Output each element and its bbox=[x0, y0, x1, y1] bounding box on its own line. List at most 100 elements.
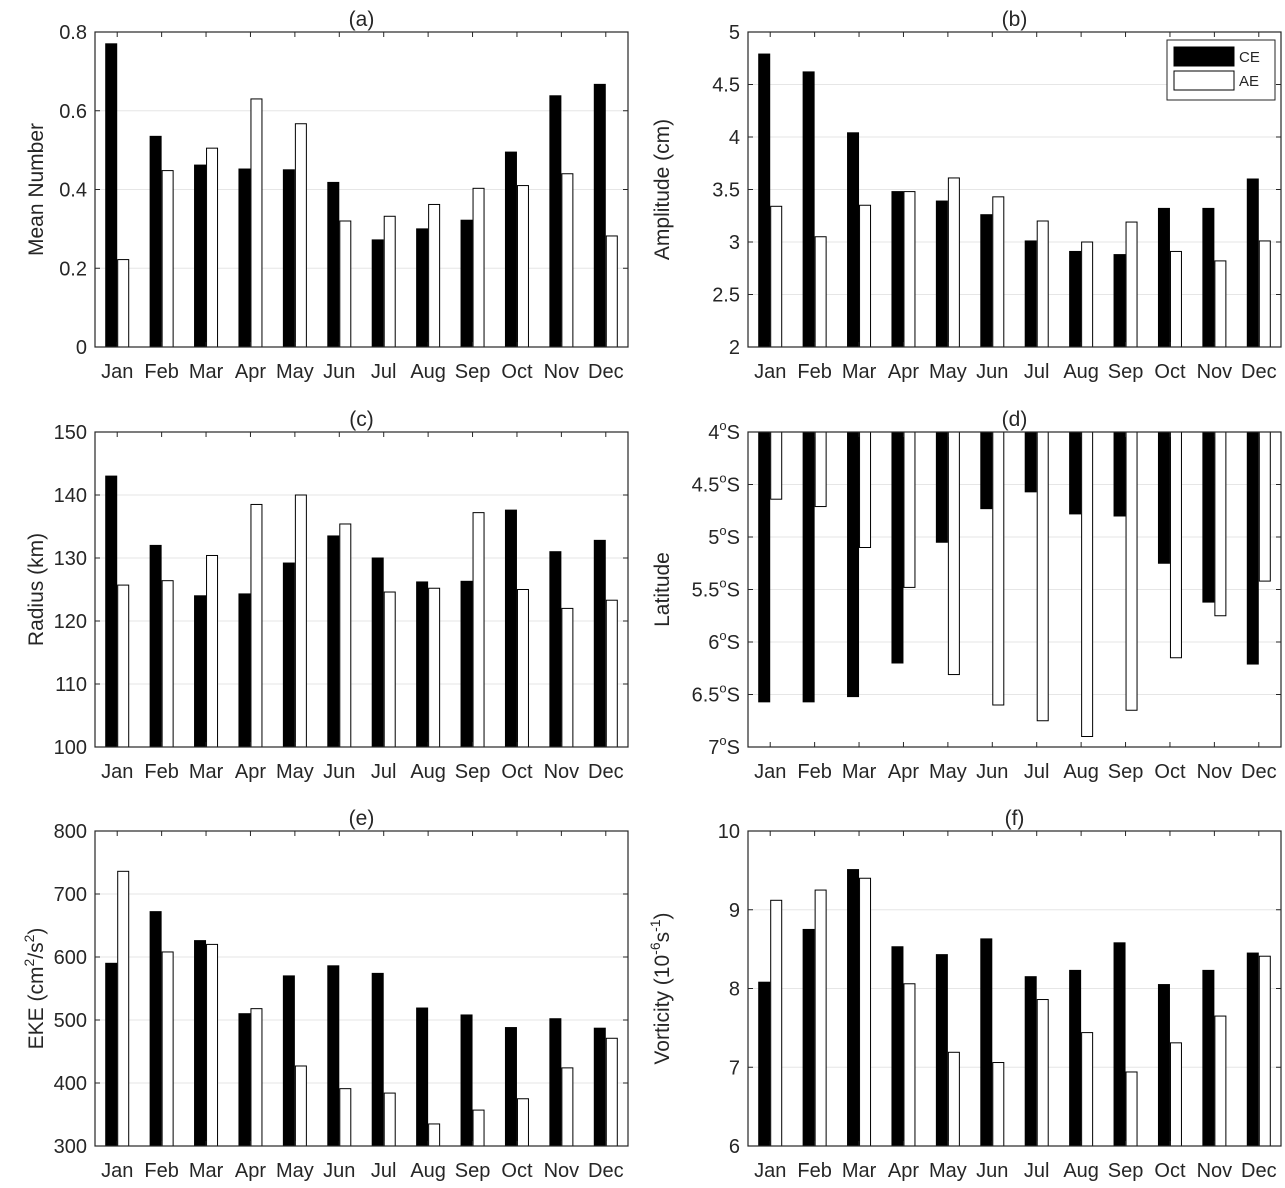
bar-ce-apr bbox=[891, 946, 904, 1147]
bar-ae-oct bbox=[1169, 431, 1182, 659]
bar-ce-jul bbox=[1024, 240, 1037, 348]
bar-ae-oct bbox=[1169, 250, 1182, 348]
bar-ce-nov bbox=[1202, 431, 1215, 603]
y-axis-label: Latitude bbox=[651, 552, 674, 627]
x-tick-label: Apr bbox=[235, 761, 266, 783]
x-tick-label: Sep bbox=[1108, 761, 1144, 783]
bar-ae-dec bbox=[605, 599, 618, 748]
panel-title: (f) bbox=[1005, 807, 1025, 830]
bar-ae-nov bbox=[561, 1067, 574, 1147]
bar-ae-jan bbox=[770, 431, 783, 500]
x-tick-label: Oct bbox=[1154, 361, 1186, 383]
y-axis-label: Vorticity (10-6s-1) bbox=[647, 912, 674, 1064]
x-tick-label: Mar bbox=[842, 1160, 877, 1182]
bar-ae-jun bbox=[992, 431, 1005, 706]
x-tick-label: Feb bbox=[144, 1160, 178, 1182]
bar-ce-apr bbox=[238, 168, 251, 348]
x-tick-label: Sep bbox=[1108, 1160, 1144, 1182]
panel-title: (b) bbox=[1002, 8, 1028, 31]
bar-ae-sep bbox=[1125, 1071, 1138, 1147]
bar-ae-aug bbox=[428, 203, 441, 348]
bar-ae-feb bbox=[161, 951, 174, 1147]
bar-ae-jul bbox=[383, 591, 396, 748]
x-tick-label: Jun bbox=[323, 361, 355, 383]
bar-ce-jan bbox=[758, 53, 771, 348]
y-tick-label: 4.5oS bbox=[692, 471, 740, 497]
bar-ae-jan bbox=[117, 870, 130, 1147]
y-tick-label: 0.8 bbox=[59, 22, 87, 44]
bar-ce-may bbox=[282, 562, 295, 748]
bar-ce-oct bbox=[504, 1027, 517, 1147]
bar-ae-dec bbox=[605, 1037, 618, 1147]
x-tick-label: Jan bbox=[754, 761, 786, 783]
bar-ce-oct bbox=[1157, 207, 1170, 348]
y-tick-label: 110 bbox=[55, 674, 87, 696]
bar-ce-jan bbox=[105, 475, 118, 748]
y-tick-label: 300 bbox=[54, 1136, 87, 1158]
x-tick-label: Dec bbox=[588, 361, 624, 383]
x-tick-label: May bbox=[276, 361, 314, 383]
panel-f: 6 7 8 9 10 Jan Feb Mar Apr May Jun Jul Aug Sep Oct Nov D… bbox=[647, 807, 1282, 1182]
bar-ae-may bbox=[294, 494, 307, 748]
bar-ae-dec bbox=[1258, 431, 1271, 582]
y-tick-label: 700 bbox=[54, 884, 87, 906]
bar-ce-dec bbox=[593, 83, 606, 348]
panel-a: 0 0.2 0.4 0.6 0.8 Jan Feb Mar Apr May Jun Jul Aug Sep… bbox=[25, 8, 629, 383]
bar-ae-apr bbox=[903, 983, 916, 1147]
x-tick-label: Nov bbox=[544, 1160, 580, 1182]
bar-ce-nov bbox=[1202, 207, 1215, 348]
panel-title: (d) bbox=[1002, 408, 1028, 431]
x-tick-label: Sep bbox=[455, 361, 491, 383]
x-tick-label: Mar bbox=[842, 361, 877, 383]
y-tick-label: 2.5 bbox=[712, 285, 740, 307]
x-tick-label: Jul bbox=[1024, 361, 1050, 383]
x-tick-label: Nov bbox=[544, 361, 580, 383]
bar-ae-apr bbox=[250, 1008, 263, 1147]
x-tick-label: Jun bbox=[323, 1160, 355, 1182]
bar-ce-dec bbox=[1246, 952, 1259, 1147]
bar-ae-dec bbox=[1258, 240, 1271, 348]
bar-ce-feb bbox=[149, 544, 162, 748]
x-tick-label: Feb bbox=[797, 1160, 831, 1182]
bar-ae-aug bbox=[428, 587, 441, 748]
x-tick-label: Jun bbox=[976, 761, 1008, 783]
bar-ce-mar bbox=[194, 940, 207, 1147]
bar-ce-jul bbox=[371, 557, 384, 748]
bar-ae-sep bbox=[1125, 431, 1138, 711]
x-tick-label: Mar bbox=[189, 1160, 224, 1182]
x-tick-label: Nov bbox=[1197, 761, 1233, 783]
x-tick-label: May bbox=[929, 1160, 967, 1182]
bar-ae-apr bbox=[903, 431, 916, 588]
x-tick-label: Dec bbox=[1241, 361, 1277, 383]
x-tick-label: Jul bbox=[371, 361, 397, 383]
bar-ce-nov bbox=[1202, 969, 1215, 1147]
bar-ae-mar bbox=[206, 943, 219, 1147]
bar-ce-jul bbox=[371, 972, 384, 1147]
y-tick-label: 140 bbox=[54, 485, 87, 507]
y-tick-label: 3.5 bbox=[712, 180, 740, 202]
bar-ae-jan bbox=[770, 205, 783, 348]
y-tick-label: 6oS bbox=[708, 628, 740, 654]
bar-ae-nov bbox=[1214, 1015, 1227, 1147]
x-tick-label: Jan bbox=[754, 1160, 786, 1182]
bar-ae-oct bbox=[516, 185, 529, 348]
bar-ae-feb bbox=[161, 170, 174, 348]
bar-ce-jan bbox=[758, 431, 771, 703]
x-tick-label: Jul bbox=[371, 761, 397, 783]
x-tick-label: Feb bbox=[797, 761, 831, 783]
x-tick-label: Jul bbox=[1024, 1160, 1050, 1182]
y-tick-label: 10 bbox=[718, 821, 740, 843]
y-tick-label: 5oS bbox=[708, 523, 740, 549]
y-axis-label: Radius (km) bbox=[25, 533, 48, 646]
bar-ce-oct bbox=[504, 509, 517, 748]
x-tick-label: Dec bbox=[1241, 761, 1277, 783]
x-tick-label: Sep bbox=[1108, 361, 1144, 383]
bar-ae-jun bbox=[339, 220, 352, 348]
y-tick-label: 0.4 bbox=[59, 180, 87, 202]
bar-ce-apr bbox=[891, 191, 904, 348]
bar-ce-feb bbox=[802, 71, 815, 348]
bar-ce-aug bbox=[416, 581, 429, 748]
y-tick-label: 100 bbox=[54, 737, 87, 759]
x-tick-label: Jun bbox=[976, 1160, 1008, 1182]
y-tick-label: 6 bbox=[729, 1136, 740, 1158]
